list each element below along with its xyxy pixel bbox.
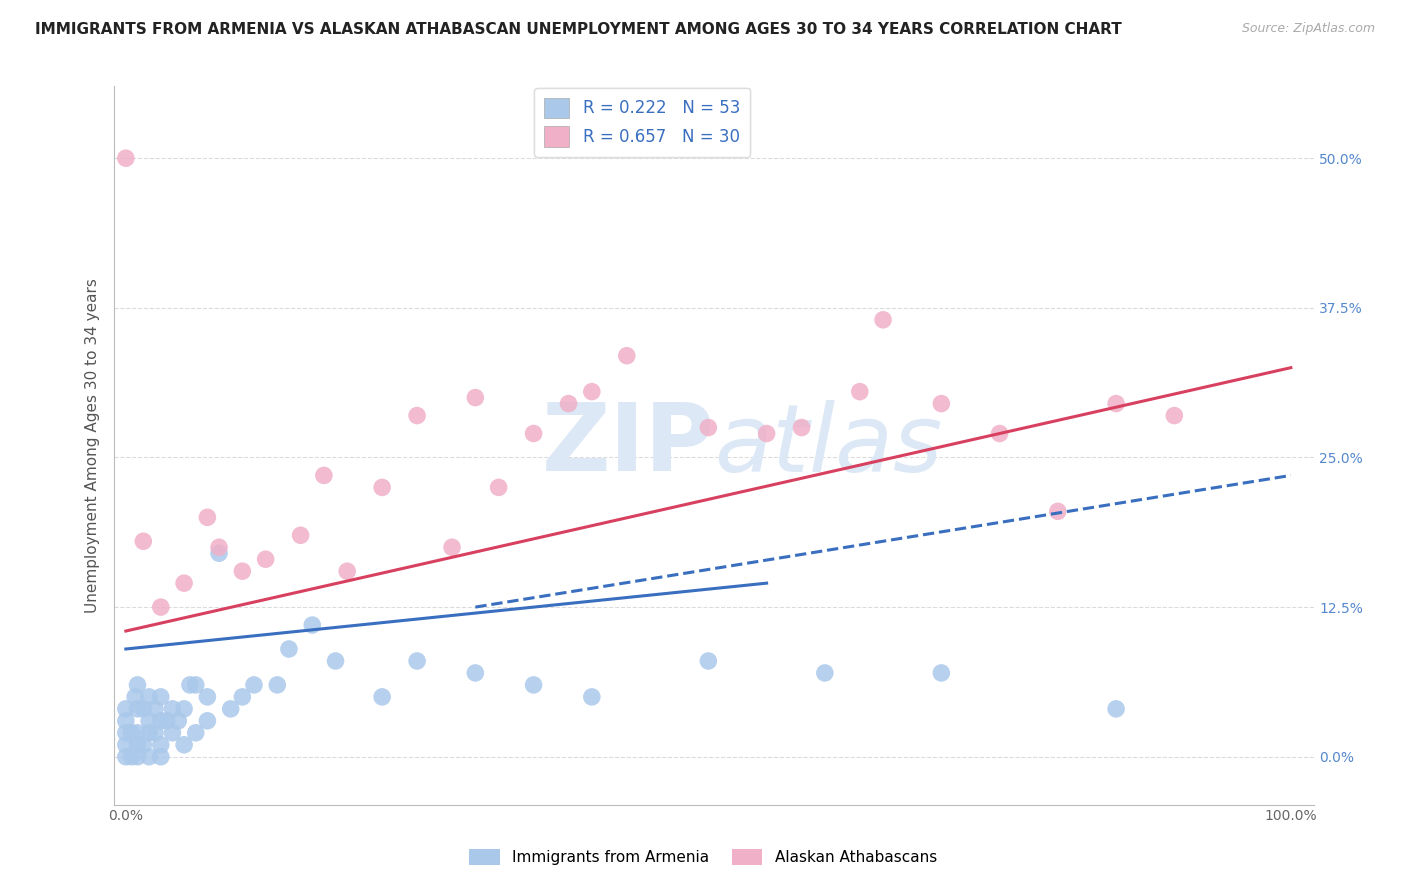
Point [931, 665, 953, 680]
Point [115, 702, 138, 716]
Point [132, 534, 155, 549]
Point [1046, 504, 1069, 518]
Point [278, 642, 301, 657]
Point [814, 665, 837, 680]
Point [197, 510, 219, 524]
Point [138, 726, 160, 740]
Point [127, 749, 149, 764]
Point [254, 552, 277, 566]
Point [156, 714, 179, 728]
Point [266, 678, 288, 692]
Point [115, 738, 138, 752]
Point [1105, 396, 1128, 410]
Point [121, 749, 143, 764]
Point [371, 690, 394, 704]
Point [173, 702, 195, 716]
Point [121, 726, 143, 740]
Point [581, 690, 603, 704]
Text: ZIP: ZIP [541, 400, 714, 491]
Text: atlas: atlas [714, 400, 942, 491]
Point [872, 313, 894, 327]
Point [115, 151, 138, 165]
Point [149, 600, 172, 615]
Point [231, 564, 253, 578]
Point [231, 690, 253, 704]
Point [162, 702, 184, 716]
Point [127, 738, 149, 752]
Legend: R = 0.222   N = 53, R = 0.657   N = 30: R = 0.222 N = 53, R = 0.657 N = 30 [534, 87, 749, 156]
Point [149, 690, 172, 704]
Point [138, 690, 160, 704]
Point [197, 690, 219, 704]
Point [173, 576, 195, 591]
Point [143, 726, 166, 740]
Point [115, 714, 138, 728]
Text: Source: ZipAtlas.com: Source: ZipAtlas.com [1241, 22, 1375, 36]
Point [127, 726, 149, 740]
Point [697, 420, 720, 434]
Point [124, 690, 146, 704]
Point [755, 426, 778, 441]
Point [149, 738, 172, 752]
Point [1105, 702, 1128, 716]
Point [312, 468, 335, 483]
Point [138, 714, 160, 728]
Point [406, 654, 429, 668]
Point [441, 541, 464, 555]
Point [464, 391, 486, 405]
Point [127, 678, 149, 692]
Point [127, 702, 149, 716]
Point [143, 702, 166, 716]
Point [290, 528, 312, 542]
Point [697, 654, 720, 668]
Point [557, 396, 579, 410]
Point [931, 396, 953, 410]
Point [173, 738, 195, 752]
Y-axis label: Unemployment Among Ages 30 to 34 years: Unemployment Among Ages 30 to 34 years [86, 278, 100, 613]
Point [243, 678, 266, 692]
Point [336, 564, 359, 578]
Point [138, 749, 160, 764]
Point [208, 546, 231, 560]
Point [132, 738, 155, 752]
Point [208, 541, 231, 555]
Point [115, 749, 138, 764]
Point [523, 678, 546, 692]
Point [115, 726, 138, 740]
Point [523, 426, 546, 441]
Point [371, 480, 394, 494]
Point [149, 714, 172, 728]
Point [197, 714, 219, 728]
Point [406, 409, 429, 423]
Point [581, 384, 603, 399]
Point [301, 618, 323, 632]
Point [790, 420, 813, 434]
Point [184, 726, 207, 740]
Point [219, 702, 242, 716]
Point [464, 665, 486, 680]
Legend: Immigrants from Armenia, Alaskan Athabascans: Immigrants from Armenia, Alaskan Athabas… [463, 843, 943, 871]
Point [184, 678, 207, 692]
Text: IMMIGRANTS FROM ARMENIA VS ALASKAN ATHABASCAN UNEMPLOYMENT AMONG AGES 30 TO 34 Y: IMMIGRANTS FROM ARMENIA VS ALASKAN ATHAB… [35, 22, 1122, 37]
Point [167, 714, 190, 728]
Point [179, 678, 201, 692]
Point [132, 702, 155, 716]
Point [849, 384, 872, 399]
Point [488, 480, 510, 494]
Point [325, 654, 347, 668]
Point [1163, 409, 1185, 423]
Point [988, 426, 1011, 441]
Point [149, 749, 172, 764]
Point [616, 349, 638, 363]
Point [162, 726, 184, 740]
